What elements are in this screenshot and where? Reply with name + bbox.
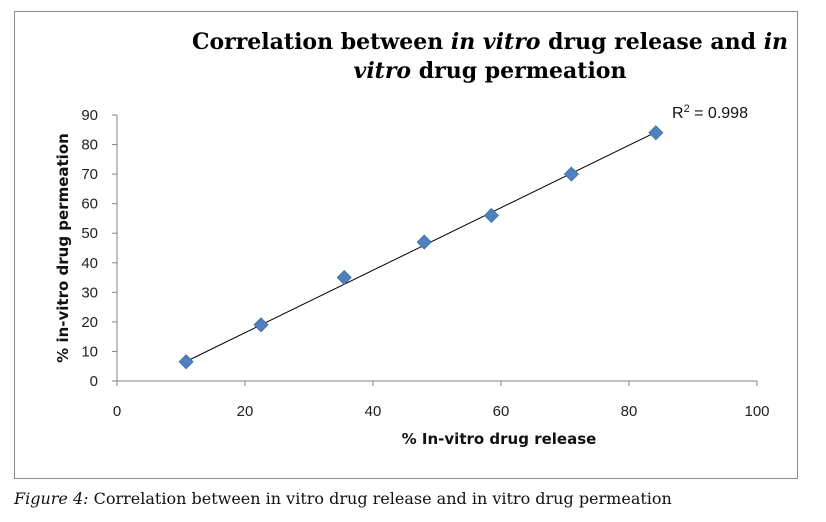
r-squared-sup: 2 <box>684 103 690 115</box>
x-tick-label: 100 <box>744 403 769 420</box>
data-point <box>648 125 664 141</box>
data-point <box>178 354 194 370</box>
data-point <box>336 269 352 286</box>
r-squared-prefix: R <box>672 105 684 122</box>
y-tick-label: 60 <box>81 196 98 213</box>
chart-title-part: in vitro <box>353 29 789 84</box>
chart-frame <box>14 11 798 479</box>
x-axis-label: % In-vitro drug release <box>402 430 597 448</box>
y-tick-label: 70 <box>81 166 98 183</box>
r-squared-label: R2 = 0.998 <box>672 103 748 122</box>
y-tick-label: 10 <box>81 343 98 360</box>
y-tick-label: 40 <box>81 255 98 272</box>
chart-title-part: drug permeation <box>411 58 627 84</box>
y-tick-label: 30 <box>81 284 98 301</box>
data-point <box>416 234 432 250</box>
r-squared-value: = 0.998 <box>690 105 748 122</box>
data-point <box>563 166 579 182</box>
chart-title-part: drug release and <box>540 29 764 55</box>
y-tick-label: 90 <box>81 107 98 124</box>
y-tick-label: 50 <box>81 225 98 242</box>
x-tick-label: 80 <box>621 403 638 420</box>
chart-title-part: Correlation between <box>191 29 451 55</box>
x-tick-label: 20 <box>237 403 254 420</box>
x-tick-label: 60 <box>493 403 510 420</box>
y-axis-label: % in-vitro drug permeation <box>54 133 72 363</box>
chart-title: Correlation between in vitro drug releas… <box>175 28 805 86</box>
y-tick-label: 0 <box>90 373 98 390</box>
caption-text: Correlation between in vitro drug releas… <box>88 489 672 508</box>
y-tick-label: 80 <box>81 137 98 154</box>
x-tick-label: 0 <box>113 403 121 420</box>
caption-label: Figure 4: <box>14 489 89 508</box>
y-tick-label: 20 <box>81 314 98 331</box>
figure-caption: Figure 4: Correlation between in vitro d… <box>14 489 814 508</box>
x-tick-label: 40 <box>365 403 382 420</box>
chart-title-part: in vitro <box>450 29 541 55</box>
data-point <box>253 317 269 333</box>
data-point <box>483 207 499 224</box>
